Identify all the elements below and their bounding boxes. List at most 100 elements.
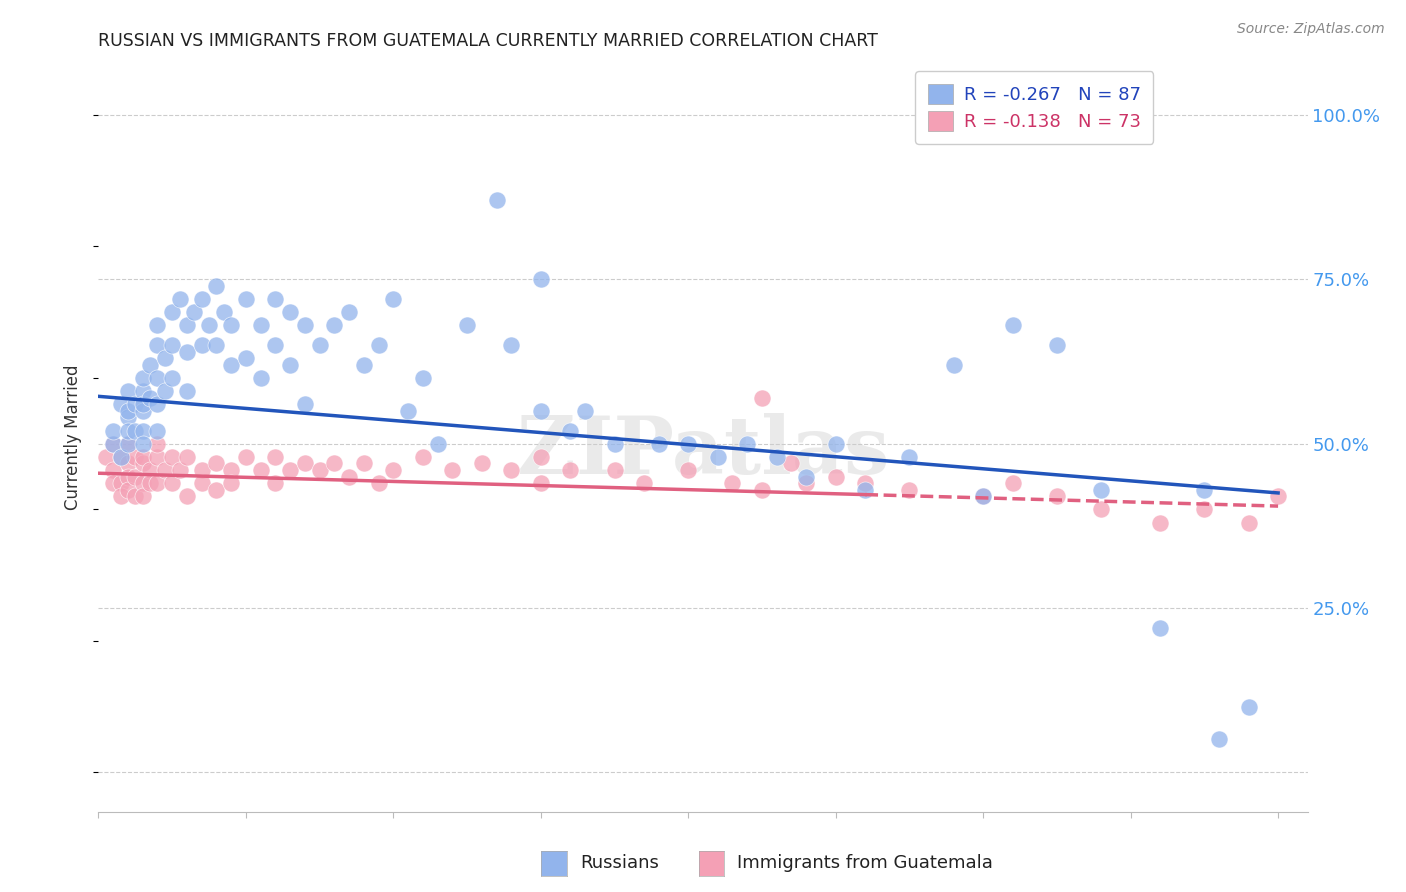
Point: [117, 483, 139, 497]
Point: [219, 318, 242, 333]
Point: [501, 463, 523, 477]
Point: [560, 424, 582, 438]
Point: [198, 318, 221, 333]
Point: [205, 338, 228, 352]
Point: [853, 483, 876, 497]
Point: [560, 463, 582, 477]
Point: [441, 463, 464, 477]
Point: [117, 404, 139, 418]
Point: [323, 456, 346, 470]
Point: [382, 463, 405, 477]
Text: Immigrants from Guatemala: Immigrants from Guatemala: [737, 855, 993, 872]
Point: [706, 450, 728, 464]
Point: [648, 436, 671, 450]
Point: [124, 424, 146, 438]
Point: [972, 489, 994, 503]
Point: [139, 358, 162, 372]
Point: [294, 318, 316, 333]
Point: [153, 384, 176, 398]
Point: [1046, 489, 1069, 503]
Point: [678, 463, 700, 477]
Point: [190, 463, 212, 477]
Point: [278, 358, 301, 372]
Point: [249, 463, 271, 477]
Point: [794, 469, 817, 483]
Point: [176, 344, 198, 359]
Point: [426, 436, 449, 450]
Point: [131, 424, 153, 438]
Point: [942, 358, 965, 372]
Point: [176, 489, 198, 503]
Point: [530, 272, 553, 286]
Point: [131, 436, 153, 450]
Point: [153, 351, 176, 366]
Point: [751, 483, 773, 497]
Point: [190, 476, 212, 491]
Text: 80.0%: 80.0%: [1222, 890, 1278, 892]
Point: [574, 404, 596, 418]
Point: [972, 489, 994, 503]
Point: [898, 483, 921, 497]
Point: [235, 292, 257, 306]
Point: [110, 476, 132, 491]
Point: [735, 436, 758, 450]
Point: [146, 476, 169, 491]
Point: [294, 397, 316, 411]
Point: [139, 391, 162, 405]
Point: [131, 404, 153, 418]
Point: [101, 463, 124, 477]
Point: [124, 450, 146, 464]
Point: [131, 397, 153, 411]
Point: [146, 371, 169, 385]
Point: [117, 410, 139, 425]
Point: [146, 318, 169, 333]
Point: [485, 194, 508, 208]
Point: [337, 305, 360, 319]
Point: [160, 338, 183, 352]
Point: [146, 424, 169, 438]
Point: [146, 397, 169, 411]
Point: [1149, 621, 1171, 635]
Point: [212, 305, 235, 319]
Point: [249, 318, 271, 333]
Text: Source: ZipAtlas.com: Source: ZipAtlas.com: [1237, 22, 1385, 37]
Point: [146, 436, 169, 450]
Point: [176, 384, 198, 398]
Point: [160, 371, 183, 385]
Text: 0.0%: 0.0%: [98, 890, 143, 892]
Point: [205, 456, 228, 470]
Legend: R = -0.267   N = 87, R = -0.138   N = 73: R = -0.267 N = 87, R = -0.138 N = 73: [915, 71, 1153, 144]
Point: [751, 391, 773, 405]
Point: [264, 338, 287, 352]
Point: [131, 476, 153, 491]
Point: [131, 371, 153, 385]
Point: [101, 436, 124, 450]
Point: [235, 351, 257, 366]
Point: [530, 404, 553, 418]
Point: [278, 463, 301, 477]
Point: [853, 476, 876, 491]
Point: [169, 463, 191, 477]
Point: [146, 450, 169, 464]
Point: [412, 450, 434, 464]
Point: [117, 469, 139, 483]
Point: [721, 476, 744, 491]
Point: [530, 450, 553, 464]
Point: [110, 489, 132, 503]
Point: [153, 463, 176, 477]
Y-axis label: Currently Married: Currently Married: [65, 364, 83, 510]
Point: [110, 450, 132, 464]
Point: [219, 463, 242, 477]
Point: [308, 338, 330, 352]
Point: [1001, 318, 1024, 333]
Point: [131, 450, 153, 464]
Point: [160, 476, 183, 491]
Point: [1237, 699, 1260, 714]
Point: [264, 292, 287, 306]
Point: [205, 279, 228, 293]
Point: [146, 338, 169, 352]
Point: [1194, 502, 1216, 516]
Point: [169, 292, 191, 306]
Text: RUSSIAN VS IMMIGRANTS FROM GUATEMALA CURRENTLY MARRIED CORRELATION CHART: RUSSIAN VS IMMIGRANTS FROM GUATEMALA CUR…: [98, 32, 879, 50]
Point: [603, 436, 626, 450]
